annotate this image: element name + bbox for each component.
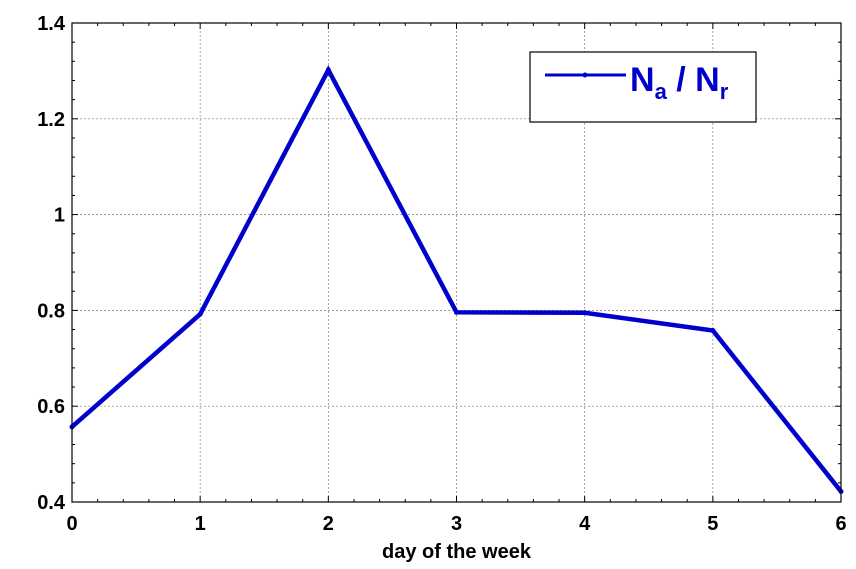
y-tick-label-1: 0.6	[37, 396, 65, 418]
x-tick-labels: 0 1 2 3 4 5 6	[66, 513, 846, 535]
data-point-4	[582, 310, 588, 316]
x-tick-label-0: 0	[66, 513, 77, 535]
y-tick-label-5: 1.4	[37, 13, 66, 35]
data-point-5	[710, 328, 716, 334]
y-tick-label-4: 1.2	[37, 109, 65, 131]
data-point-3	[454, 309, 459, 315]
x-tick-label-2: 2	[323, 513, 334, 535]
x-tick-label-3: 3	[451, 513, 462, 535]
legend-sub-1: a	[655, 79, 668, 104]
x-tick-label-1: 1	[195, 513, 206, 535]
data-point-1	[197, 311, 203, 317]
data-point-2	[325, 67, 331, 73]
x-tick-label-6: 6	[835, 513, 846, 535]
legend-label: Na / Nr	[630, 61, 729, 104]
plot-frame	[71, 22, 842, 503]
y-tick-label-3: 1	[54, 205, 65, 227]
legend-main-2: N	[695, 61, 720, 99]
x-tick-label-5: 5	[707, 513, 718, 535]
y-tick-label-0: 0.4	[37, 492, 66, 514]
legend-marker	[582, 72, 588, 78]
x-tick-label-4: 4	[579, 513, 591, 535]
legend-sub-2: r	[720, 79, 729, 104]
y-tick-label-2: 0.8	[37, 300, 65, 322]
x-axis-title: day of the week	[382, 541, 532, 563]
y-tick-labels: 0.4 0.6 0.8 1 1.2 1.4	[37, 13, 66, 514]
legend: Na / Nr	[529, 51, 757, 123]
plot-area	[69, 65, 844, 494]
legend-box	[529, 51, 757, 123]
legend-main-1: N	[630, 61, 655, 99]
legend-separator: /	[667, 61, 695, 99]
